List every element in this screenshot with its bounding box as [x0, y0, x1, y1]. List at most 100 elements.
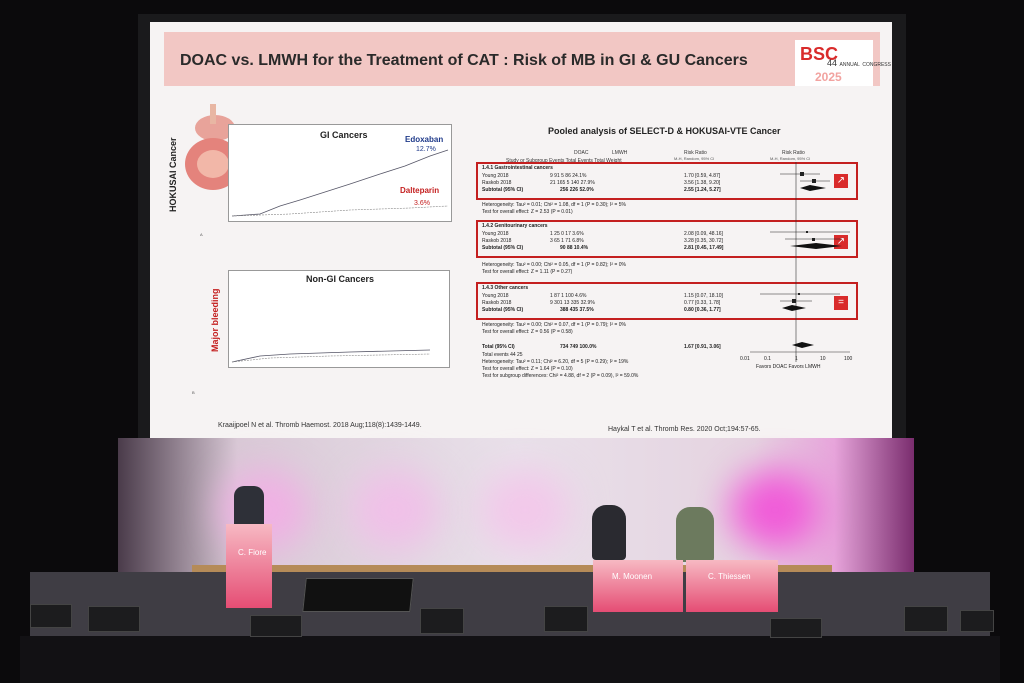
gu-overall-test: Test for overall effect: Z = 1.11 (P = 0…: [482, 269, 573, 275]
header-rr2-sub: M-H, Random, 95% CI: [770, 156, 811, 161]
non-gi-chart-title: Non-GI Cancers: [306, 274, 375, 284]
bsc-logo: [795, 40, 873, 86]
gi-panel-letter: A: [200, 232, 203, 237]
hokusai-cancer-label: HOKUSAI Cancer: [168, 137, 178, 212]
overall-heterogeneity: Heterogeneity: Tau² = 0.11; Chi² = 6.20,…: [482, 359, 629, 365]
speaker-person: [234, 486, 264, 528]
gu-row1-rr: 2.08 [0.09, 48.16]: [684, 231, 723, 237]
panelist-name-tag: M. Moonen: [612, 572, 653, 581]
gu-subtotal-rr: 2.81 [0.45, 17.49]: [684, 245, 724, 251]
stage-light: [350, 470, 440, 550]
podium-name-tag: C. Fiore: [238, 548, 267, 557]
gu-row1-study: Young 2018: [482, 231, 509, 237]
bsc-logo-year: 2025: [815, 70, 842, 84]
other-subtotal-vals: 388 435 37.5%: [560, 307, 594, 313]
edoxaban-value: 12.7%: [416, 146, 436, 153]
gu-row1-vals: 1 25 0 17 3.6%: [550, 231, 584, 237]
title-band: [164, 32, 880, 86]
forest-plot-graphic: [750, 162, 850, 362]
header-rr2: Risk Ratio: [782, 150, 805, 156]
other-row1-study: Young 2018: [482, 293, 509, 299]
gi-subtotal-vals: 256 226 52.0%: [560, 187, 594, 193]
forest-plot-title: Pooled analysis of SELECT-D & HOKUSAI-VT…: [548, 126, 781, 136]
other-subtotal-rr: 0.80 [0.36, 1.77]: [684, 307, 721, 313]
gu-subgroup-box: [476, 220, 858, 258]
gi-curves: [231, 149, 449, 217]
bsc-logo-edition: 44 ANNUAL CONGRESS: [827, 58, 891, 68]
axis-tick-2: 1: [795, 356, 798, 362]
left-citation: Kraaijpoel N et al. Thromb Haemost. 2018…: [218, 422, 422, 429]
gi-row2-study: Raskob 2018: [482, 180, 512, 186]
gu-subtotal-label: Subtotal (95% CI): [482, 245, 524, 251]
panelist-person: [592, 505, 626, 560]
presentation-slide: DOAC vs. LMWH for the Treatment of CAT :…: [150, 22, 892, 438]
gi-subtotal-rr: 2.55 [1.24, 5.27]: [684, 187, 721, 193]
podium: [226, 524, 272, 608]
bsc-logo-text: BSC: [800, 44, 839, 64]
stage-light: [730, 470, 820, 550]
floor-speaker: [30, 604, 72, 628]
other-row2-rr: 0.77 [0.33, 1.78]: [684, 300, 721, 306]
gi-overall-test: Test for overall effect: Z = 2.53 (P = 0…: [482, 209, 573, 215]
gi-row1-rr: 1.70 [0.59, 4.87]: [684, 173, 721, 179]
equal-icon: =: [834, 296, 848, 310]
stage-light: [480, 470, 570, 550]
gi-subgroup-box: [476, 162, 858, 200]
non-gi-curves: [231, 349, 431, 363]
total-vals: 734 749 100.0%: [560, 344, 597, 350]
axis-tick-3: 10: [820, 356, 826, 362]
floor-speaker: [904, 606, 948, 632]
gi-row1-vals: 9 91 5 86 24.1%: [550, 173, 587, 179]
total-rr: 1.67 [0.91, 3.06]: [684, 344, 721, 350]
gi-row2-rr: 3.56 [1.38, 9.20]: [684, 180, 721, 186]
other-subgroup-box: [476, 282, 858, 320]
total-events: Total events 44 25: [482, 352, 523, 358]
axis-tick-0: 0.01: [740, 356, 750, 362]
subgroup-difference-test: Test for subgroup differences: Chi² = 4.…: [482, 373, 639, 379]
confidence-monitor: [302, 578, 414, 612]
other-row2-study: Raskob 2018: [482, 300, 512, 306]
other-subgroup-name: 1.4.3 Other cancers: [482, 285, 529, 291]
gi-row2-vals: 21 165 5 140 27.9%: [550, 180, 595, 186]
stage-front: [20, 636, 1000, 683]
gi-subgroup-name: 1.4.1 Gastrointestinal cancers: [482, 165, 553, 171]
overall-effect-test: Test for overall effect: Z = 1.64 (P = 0…: [482, 366, 573, 372]
other-heterogeneity: Heterogeneity: Tau² = 0.00; Chi² = 0.07,…: [482, 322, 626, 328]
other-row1-rr: 1.15 [0.07, 18.10]: [684, 293, 723, 299]
panelist-person: [676, 507, 714, 562]
non-gi-panel-letter: B: [192, 390, 195, 395]
gi-chart: [228, 124, 452, 222]
gu-subgroup-name: 1.4.2 Genitourinary cancers: [482, 223, 548, 229]
floor-speaker: [420, 608, 464, 634]
other-overall-test: Test for overall effect: Z = 0.56 (P = 0…: [482, 329, 573, 335]
slide-title: DOAC vs. LMWH for the Treatment of CAT :…: [180, 52, 748, 69]
gu-subtotal-vals: 90 88 10.4%: [560, 245, 589, 251]
increase-arrow-icon: ↗: [834, 174, 848, 188]
floor-speaker: [544, 606, 588, 632]
panel-desk-left: [593, 560, 683, 612]
header-rr: Risk Ratio: [684, 150, 707, 156]
dalteparin-value: 3.6%: [414, 200, 430, 207]
column-headers: Study or Subgroup Events Total Events To…: [506, 158, 622, 164]
other-row1-vals: 1 87 1 100 4.6%: [550, 293, 587, 299]
header-rr-sub: M-H, Random, 95% CI: [674, 156, 715, 161]
gi-row1-study: Young 2018: [482, 173, 509, 179]
gu-row2-vals: 3 65 1 71 6.8%: [550, 238, 584, 244]
panel-desk-right: [686, 560, 778, 612]
non-gi-chart: [228, 270, 450, 368]
other-subtotal-label: Subtotal (95% CI): [482, 307, 524, 313]
floor-speaker: [770, 618, 822, 638]
stage-floor: [30, 572, 990, 642]
floor-speaker: [88, 606, 140, 632]
gi-chart-title: GI Cancers: [320, 130, 368, 140]
panelist-name-tag: C. Thiessen: [708, 572, 751, 581]
total-label: Total (95% CI): [482, 344, 515, 350]
floor-speaker: [960, 610, 994, 632]
gi-heterogeneity: Heterogeneity: Tau² = 0.01; Chi² = 1.08,…: [482, 202, 626, 208]
gi-subtotal-label: Subtotal (95% CI): [482, 187, 524, 193]
floor-speaker: [250, 615, 302, 637]
edoxaban-label: Edoxaban: [405, 135, 444, 144]
stage-riser-strip: [192, 565, 832, 575]
other-row2-vals: 9 301 13 335 32.9%: [550, 300, 595, 306]
favours-label: Favors DOAC Favors LMWH: [756, 364, 821, 370]
